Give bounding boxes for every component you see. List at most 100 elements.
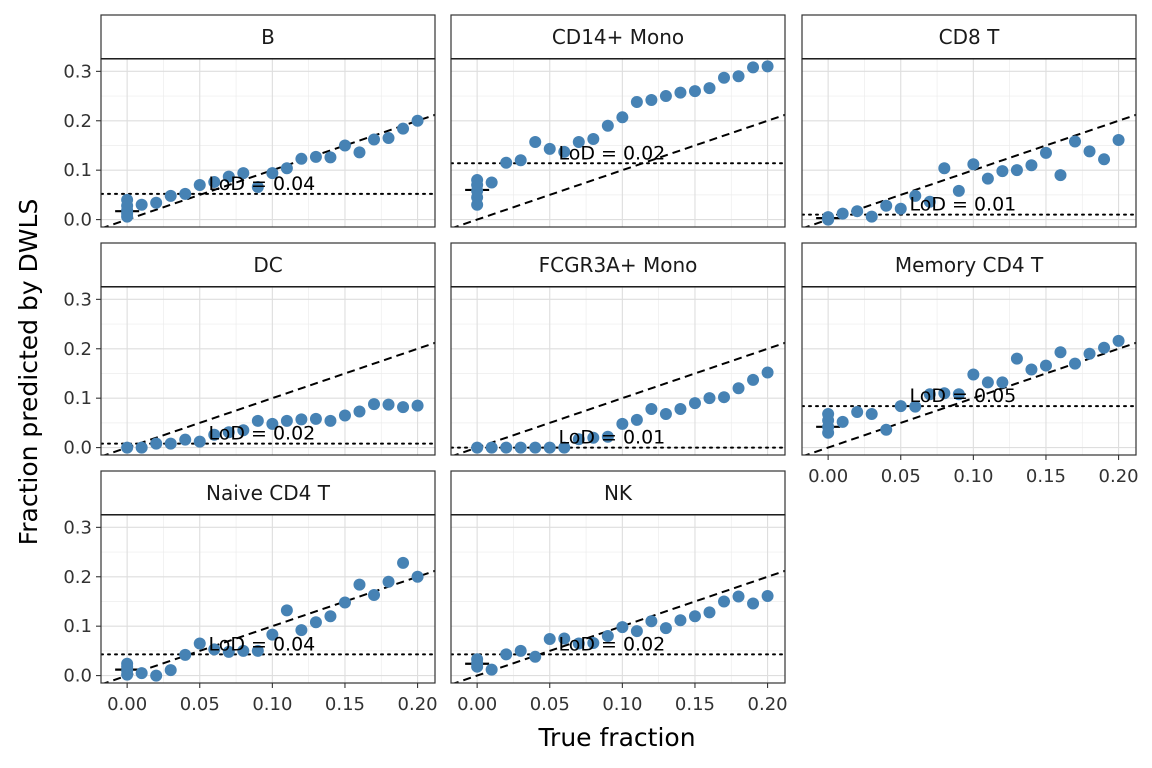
facet-panel: CD8 T LoD = 0.01 (801, 14, 1137, 228)
data-point (411, 399, 424, 412)
data-point (587, 133, 600, 146)
data-point (1025, 363, 1038, 376)
data-point (150, 669, 163, 682)
y-tick-label: 0.3 (63, 289, 92, 310)
data-point (179, 648, 192, 661)
data-point (135, 667, 148, 680)
y-axis-title: Fraction predicted by DWLS (14, 199, 43, 546)
data-point (266, 417, 279, 430)
facet-panel: CD14+ Mono LoD = 0.02 (450, 14, 786, 228)
data-point (587, 431, 600, 444)
data-point (514, 441, 527, 454)
facet-title: Memory CD4 T (895, 253, 1044, 277)
data-point (938, 387, 951, 400)
x-tick-label: 0.00 (808, 466, 848, 487)
data-point (251, 644, 264, 657)
panel-content (451, 569, 785, 683)
data-point (909, 400, 922, 413)
lod-label: LoD = 0.02 (208, 423, 315, 445)
facet-panel: B LoD = 0.04 (100, 14, 436, 228)
data-point (471, 174, 484, 187)
data-point (659, 90, 672, 103)
data-point (529, 136, 542, 149)
y-tick-label: 0.0 (63, 666, 92, 687)
plot-background (451, 59, 785, 227)
data-point (880, 423, 893, 436)
y-tick-label: 0.1 (63, 388, 92, 409)
lod-label: LoD = 0.02 (558, 142, 665, 164)
data-point (295, 624, 308, 637)
identity-line (452, 341, 785, 455)
identity-line (102, 341, 435, 455)
x-tick-label: 0.20 (1099, 466, 1139, 487)
panel-border (100, 58, 436, 228)
data-point (645, 615, 658, 628)
data-point (981, 376, 994, 389)
data-point (324, 151, 337, 164)
data-point (397, 556, 410, 569)
data-point (572, 637, 585, 650)
data-point (659, 622, 672, 635)
data-point (208, 176, 221, 189)
data-point (1054, 169, 1067, 182)
data-point (208, 428, 221, 441)
x-tick-label: 0.10 (953, 466, 993, 487)
data-point (616, 111, 629, 124)
x-tick-label: 0.15 (675, 694, 715, 715)
data-point (674, 403, 687, 416)
panel-border (801, 286, 1137, 456)
x-tick-label: 0.20 (398, 694, 438, 715)
data-point (514, 154, 527, 167)
data-point (747, 61, 760, 74)
data-point (996, 376, 1009, 389)
data-point (222, 645, 235, 658)
data-point (324, 610, 337, 623)
x-tick-label: 0.05 (530, 694, 570, 715)
panel-content (101, 341, 435, 455)
data-point (703, 82, 716, 95)
data-point (266, 628, 279, 641)
data-point (353, 578, 366, 591)
data-point (851, 205, 864, 218)
data-point (630, 413, 643, 426)
data-point (338, 139, 351, 152)
data-point (822, 211, 835, 224)
data-point (894, 400, 907, 413)
data-point (894, 202, 907, 215)
data-point (543, 633, 556, 646)
data-point (1098, 341, 1111, 354)
lod-label: LoD = 0.04 (208, 173, 315, 195)
data-point (938, 162, 951, 175)
data-point (382, 398, 395, 411)
facet-panel: NK LoD = 0.02 (450, 470, 786, 684)
identity-line (452, 113, 785, 227)
facet-strip (100, 242, 436, 288)
x-tick-label: 0.05 (180, 694, 220, 715)
facet-title: B (261, 25, 275, 49)
x-tick-label: 0.10 (602, 694, 642, 715)
data-point (718, 391, 731, 404)
data-point (1054, 346, 1067, 359)
y-tick-label: 0.3 (63, 61, 92, 82)
data-point (732, 382, 745, 395)
data-point (1112, 134, 1125, 147)
y-tick-label: 0.3 (63, 517, 92, 538)
data-point (251, 414, 264, 427)
data-point (411, 570, 424, 583)
data-point (1098, 153, 1111, 166)
data-point (587, 636, 600, 649)
facet-strip (450, 470, 786, 516)
x-tick-label: 0.15 (1026, 466, 1066, 487)
data-point (718, 595, 731, 608)
data-point (747, 597, 760, 610)
data-point (645, 94, 658, 107)
x-tick-label: 0.00 (457, 694, 497, 715)
y-tick-label: 0.1 (63, 160, 92, 181)
facet-panel: FCGR3A+ Mono LoD = 0.01 (450, 242, 786, 456)
facet-strip (100, 14, 436, 60)
x-axis-title: True fraction (537, 723, 695, 752)
data-point (761, 60, 774, 73)
y-tick-label: 0.0 (63, 210, 92, 231)
data-point (761, 590, 774, 603)
